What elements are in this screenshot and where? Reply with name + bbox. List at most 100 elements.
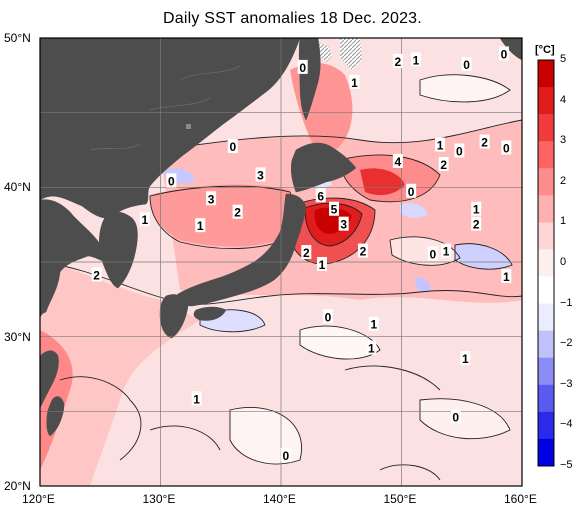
colorbar-swatch [538, 114, 554, 142]
colorbar-tick-label: 4 [560, 93, 567, 106]
anomaly-label-bg [501, 140, 512, 155]
anomaly-contour-label: 3 [208, 192, 215, 206]
anomaly-label-bg [461, 56, 472, 71]
anomaly-contour-label: 1 [437, 139, 444, 153]
sea-ice-hatch [340, 38, 362, 70]
longitude-label: 150°E [383, 492, 417, 506]
colorbar-tick-label: −5 [560, 459, 573, 471]
lake [186, 124, 191, 129]
anomaly-label-bg [450, 409, 461, 424]
anomaly-label-bg [501, 268, 512, 283]
colorbar-tick-label: 2 [560, 174, 567, 187]
anomaly-label-bg [227, 139, 238, 154]
anomaly-contour-label: 3 [340, 218, 347, 232]
anomaly-label-bg [498, 46, 509, 61]
colorbar-swatch [538, 411, 554, 440]
colorbar-frame [537, 59, 555, 467]
anomaly-label-bg [406, 183, 417, 198]
anomaly-contour-label: 2 [303, 246, 310, 260]
anomaly-contour-label: 4 [395, 155, 402, 169]
colorbar-tick-label: −3 [560, 377, 573, 390]
anomaly-label-bg [438, 156, 449, 171]
anomaly-contour-label: 0 [168, 174, 175, 188]
anomaly-contour-label: 1 [370, 318, 377, 332]
anomaly-contour-label: 1 [413, 53, 420, 67]
latitude-label: 30°N [4, 329, 31, 344]
colorbar-tick-label: 1 [560, 215, 567, 228]
anomaly-contour-label: 1 [319, 258, 326, 272]
anomaly-label-bg [454, 143, 465, 158]
anomaly-label-bg [195, 218, 206, 233]
anomaly-contour-label: 1 [473, 203, 480, 217]
anomaly-contour-label: 2 [481, 136, 488, 150]
anomaly-contour-label: 5 [331, 203, 338, 217]
anomaly-contour-label: 0 [501, 47, 508, 61]
anomaly-contour-label: 2 [395, 55, 402, 69]
anomaly-label-bg [471, 201, 482, 216]
anomaly-contour-label: 2 [440, 158, 447, 172]
land [40, 38, 522, 437]
anomaly-contour-label: 0 [456, 144, 463, 158]
anomaly-label-bg [410, 52, 421, 67]
longitude-label: 140°E [263, 492, 296, 506]
anomaly-label-bg [316, 256, 327, 271]
anomaly-label-bg [338, 216, 349, 231]
longitude-label: 160°E [504, 492, 537, 506]
anomaly-label-bg [329, 201, 340, 216]
latitude-label: 20°N [4, 479, 31, 493]
anomaly-contour-label: 2 [234, 206, 241, 220]
anomaly-label-bg [297, 59, 308, 74]
anomaly-label-bg [232, 204, 243, 219]
anomaly-contour-label: 0 [299, 61, 306, 75]
anomaly-contour-label: 1 [443, 245, 450, 259]
colorbar-tick-label: 0 [560, 256, 567, 268]
map-frame [39, 37, 523, 487]
anomaly-label-bg [471, 216, 482, 231]
anomaly-label-bg [206, 191, 217, 206]
anomaly-contour-label: 1 [197, 219, 204, 233]
colorbar-swatch [538, 249, 554, 278]
anomaly-label-bg [280, 448, 291, 463]
colorbar-swatch [538, 438, 554, 467]
colorbar-swatch [538, 87, 554, 115]
anomaly-contour-label: 1 [141, 213, 148, 227]
colorbar-tick-label: −2 [560, 337, 573, 350]
colorbar-swatch [538, 168, 554, 196]
colorbar-swatch [538, 222, 554, 250]
anomaly-contour-label: 2 [360, 245, 367, 259]
anomaly-contour-label: 1 [503, 270, 510, 284]
anomaly-label-bg [315, 188, 326, 203]
colorbar-swatch [538, 357, 554, 386]
anomaly-contour-label: 0 [463, 58, 470, 72]
anomaly-label-bg [441, 243, 452, 258]
anomaly-label-bg [427, 246, 438, 261]
colorbar-tick-label: −4 [560, 418, 573, 431]
anomaly-label-bg [368, 316, 379, 331]
anomaly-contour-label: 0 [429, 248, 436, 262]
anomaly-label-bg [301, 245, 312, 260]
anomaly-contour-label: 0 [229, 140, 236, 154]
longitude-label: 120°E [22, 492, 55, 506]
colorbar-swatch [538, 60, 554, 88]
map-title: Daily SST anomalies 18 Dec. 2023. [163, 10, 422, 27]
colorbar-swatch [538, 195, 554, 223]
anomaly-contour-label: 1 [368, 342, 375, 356]
colorbar-swatch [538, 384, 554, 413]
anomaly-contour-label: 0 [452, 410, 459, 424]
land-detail-lines [89, 65, 241, 151]
anomaly-label-bg [435, 137, 446, 152]
anomaly-label-bg [91, 267, 102, 282]
colorbar-unit: [°C] [535, 44, 555, 56]
longitude-label: 130°E [142, 492, 176, 506]
latitude-label: 40°N [4, 180, 31, 195]
anomaly-label-bg [479, 134, 490, 149]
colorbar-tick-label: −1 [560, 296, 573, 309]
anomaly-contour-label: 1 [462, 352, 469, 366]
colorbar-swatch [538, 330, 554, 359]
anomaly-contour-label: 6 [317, 189, 324, 203]
anomaly-label-bg [255, 167, 266, 182]
colorbar [538, 60, 554, 467]
anomaly-label-bg [349, 74, 360, 89]
anomaly-label-bg [139, 212, 150, 227]
